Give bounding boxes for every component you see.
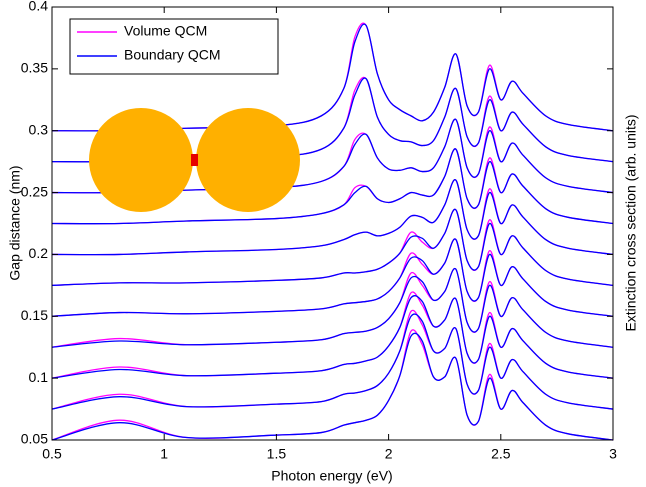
- spectrum-curve: [51, 208, 614, 287]
- y-tick-label: 0.4: [29, 0, 49, 14]
- y2-axis-label: Extinction cross section (arb. units): [623, 114, 639, 331]
- spectrum-curve: [51, 179, 614, 256]
- y-tick-label: 0.15: [21, 307, 48, 323]
- spectrum-curve: [51, 295, 614, 379]
- spectrum-curve: [51, 313, 614, 410]
- spectrum-curve: [51, 148, 614, 225]
- legend-label: Boundary QCM: [124, 47, 220, 63]
- curves: [51, 22, 614, 441]
- x-tick-label: 2.5: [491, 446, 511, 462]
- y-tick-label: 0.1: [29, 369, 49, 385]
- legend-label: Volume QCM: [124, 23, 207, 39]
- dimer-illustration: [89, 108, 300, 212]
- y-tick-label: 0.2: [29, 245, 49, 261]
- y-tick-label: 0.05: [21, 431, 48, 447]
- y-tick-label: 0.25: [21, 183, 48, 199]
- spectrum-curve: [51, 332, 614, 441]
- gap: [191, 154, 198, 166]
- x-tick-label: 3: [609, 446, 617, 462]
- right-sphere: [196, 108, 300, 212]
- spectrum-curve: [51, 238, 614, 317]
- x-tick-label: 0.5: [42, 446, 62, 462]
- y-tick-label: 0.35: [21, 60, 48, 76]
- plot-frame: [51, 6, 614, 441]
- x-tick-label: 1.5: [267, 446, 287, 462]
- legend: Volume QCM Boundary QCM: [69, 18, 279, 75]
- legend-box: [69, 18, 279, 75]
- left-sphere: [89, 108, 193, 212]
- spectrum-curve: [51, 118, 614, 194]
- spectrum-curve: [51, 23, 614, 132]
- x-tick-label: 2: [385, 446, 393, 462]
- x-axis-label: Photon energy (eV): [271, 468, 392, 484]
- spectrum-curve: [51, 267, 614, 348]
- x-tick-label: 1: [160, 446, 168, 462]
- y-axis-label: Gap distance (nm): [7, 165, 23, 280]
- y-tick-label: 0.3: [29, 121, 49, 137]
- spectrum-curve: [51, 77, 614, 163]
